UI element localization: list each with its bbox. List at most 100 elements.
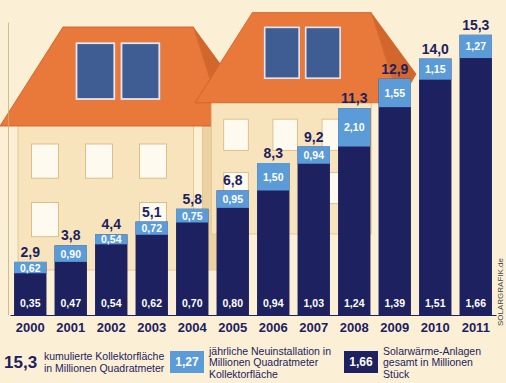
solar-panel xyxy=(122,43,160,99)
data-label: 0,47 xyxy=(61,297,82,309)
y-axis-line xyxy=(8,23,9,316)
bar xyxy=(419,59,451,315)
legend-label: kumulierte Kollektorflächein Millionen Q… xyxy=(44,350,165,374)
bar xyxy=(176,209,208,315)
data-label: 1,51 xyxy=(425,297,446,309)
x-tick: 2008 xyxy=(340,315,369,335)
house-window xyxy=(32,203,59,237)
house-roof xyxy=(0,27,225,126)
x-tick: 2004 xyxy=(178,315,208,335)
data-label: 12,9 xyxy=(381,61,408,77)
x-axis-line xyxy=(11,315,497,316)
bar-segment xyxy=(338,108,370,146)
data-label: 3,8 xyxy=(61,227,81,243)
legend-item: 15,3 kumulierte Kollektorflächein Million… xyxy=(4,350,165,374)
x-tick: 2001 xyxy=(56,315,85,335)
data-label: 15,3 xyxy=(462,17,489,33)
bar xyxy=(55,245,87,315)
x-axis: 2000 2001 2002 2003 2004 2005 2006 2007 2008 2009… xyxy=(11,315,497,335)
data-label: 0,35 xyxy=(20,297,41,309)
solar-panel xyxy=(77,43,115,99)
solar-panel xyxy=(306,27,340,78)
data-label: 2,9 xyxy=(21,244,41,260)
data-label: 0,75 xyxy=(182,210,203,222)
x-tick: 2002 xyxy=(97,315,126,335)
x-tick: 2010 xyxy=(421,315,450,335)
house-window xyxy=(224,119,249,150)
bar xyxy=(14,262,46,315)
x-tick: 2009 xyxy=(380,315,409,335)
x-tick-label: 2010 xyxy=(421,320,450,335)
data-label: 0,72 xyxy=(142,222,163,234)
data-label: 1,03 xyxy=(304,297,325,309)
house-window xyxy=(140,144,167,178)
legend-label-line: jährliche Neuinstallation in xyxy=(208,345,331,357)
data-label: 0,95 xyxy=(223,193,244,205)
legend-label-line: gesamt in Millionen xyxy=(383,356,473,368)
data-label: 5,1 xyxy=(142,204,162,220)
data-label: 2,10 xyxy=(344,121,365,133)
data-label: 0,54 xyxy=(101,233,122,245)
x-tick: 2006 xyxy=(259,315,288,335)
data-label: 0,94 xyxy=(263,297,284,309)
legend-label: jährliche Neuinstallation inMillionen Qu… xyxy=(208,345,331,380)
source: SOLARGRAFIK.de xyxy=(496,257,505,326)
bar-segment xyxy=(217,190,249,207)
bar-segment xyxy=(379,79,411,107)
data-label: 0,62 xyxy=(142,297,163,309)
background xyxy=(0,0,506,383)
x-tick-label: 2008 xyxy=(340,320,369,335)
bar-segment xyxy=(55,245,87,261)
data-label: 1,27 xyxy=(466,40,487,52)
legend-label-line: kumulierte Kollektorfläche xyxy=(44,350,164,362)
bar xyxy=(338,108,370,315)
bar xyxy=(136,222,168,315)
x-tick-label: 2011 xyxy=(462,320,490,335)
data-label: 0,90 xyxy=(61,248,82,260)
bar-segment xyxy=(176,209,208,223)
x-tick-label: 2006 xyxy=(259,320,288,335)
legend-sample: 15,3 xyxy=(4,353,37,372)
data-label: 0,94 xyxy=(304,149,325,161)
data-label: 4,4 xyxy=(102,216,122,232)
x-tick-label: 2000 xyxy=(16,320,45,335)
y-axis xyxy=(8,23,9,316)
bar-segment xyxy=(257,163,289,190)
data-label: 8,3 xyxy=(264,145,284,161)
x-tick-label: 2005 xyxy=(218,320,247,335)
x-tick-label: 2009 xyxy=(380,320,409,335)
x-tick-label: 2004 xyxy=(178,320,208,335)
legend: 15,3 kumulierte Kollektorflächein Million… xyxy=(4,345,481,380)
data-label: 0,80 xyxy=(223,297,244,309)
legend-label-line: in Millionen Quadratmeter xyxy=(44,362,165,374)
bar-segment xyxy=(136,222,168,235)
data-label: 11,3 xyxy=(341,90,368,106)
bar xyxy=(217,190,249,315)
legend-label-line: Solarwärme-Anlagen xyxy=(383,345,481,357)
data-label: 14,0 xyxy=(422,41,449,57)
bar-segment xyxy=(14,262,46,273)
bar-segment xyxy=(419,59,451,80)
legend-label: Solarwärme-Anlagengesamt in MillionenStü… xyxy=(383,345,481,380)
x-tick-label: 2007 xyxy=(299,320,328,335)
x-tick: 2005 xyxy=(218,315,247,335)
x-tick: 2000 xyxy=(16,315,45,335)
data-label: 1,55 xyxy=(385,87,406,99)
data-label: 5,8 xyxy=(183,191,203,207)
x-tick-label: 2003 xyxy=(137,320,166,335)
data-label: 0,54 xyxy=(101,297,122,309)
data-label: 1,50 xyxy=(263,171,284,183)
x-tick-label: 2001 xyxy=(56,320,85,335)
bar-segment xyxy=(298,147,330,164)
legend-label-line: Millionen Quadratmeter xyxy=(209,356,319,368)
chart: 2,93,84,45,15,86,88,39,211,312,914,015,3… xyxy=(0,0,506,383)
legend-sample: 1,27 xyxy=(175,355,199,369)
house-window xyxy=(86,144,113,178)
data-label: 0,70 xyxy=(182,297,203,309)
legend-swatch xyxy=(344,351,378,373)
legend-swatch xyxy=(170,351,204,373)
legend-sample: 1,66 xyxy=(349,355,373,369)
bars xyxy=(14,35,492,315)
data-label: 6,8 xyxy=(223,172,243,188)
legend-label-line: Kollektorfläche xyxy=(209,368,278,380)
